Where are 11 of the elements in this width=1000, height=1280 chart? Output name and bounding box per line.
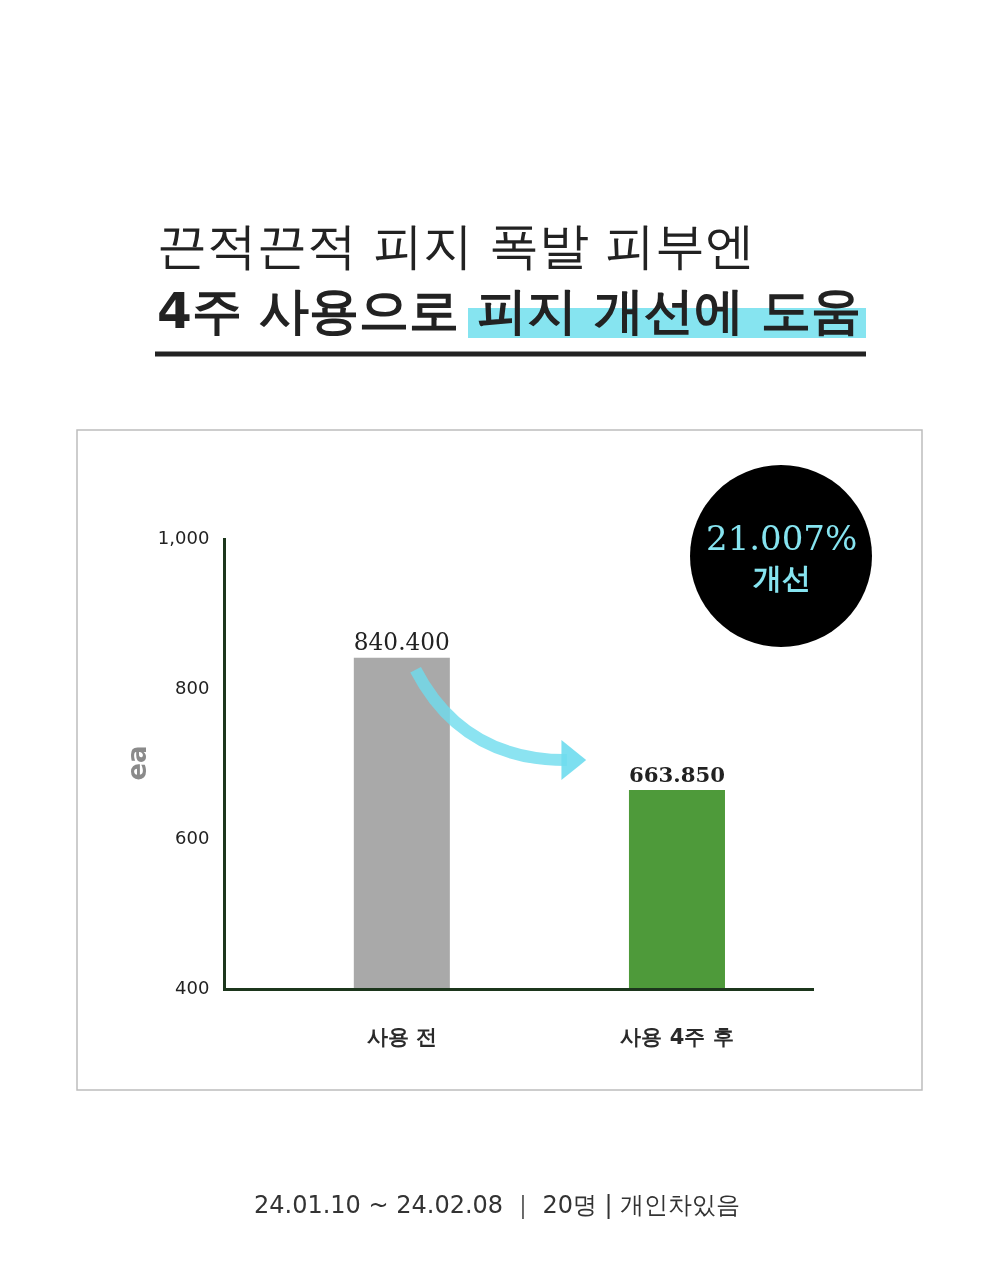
data-label: 840.400 (353, 627, 450, 655)
y-axis-title: ea (122, 745, 153, 781)
text: 24.01.10 ~ 24.02.08 ｜ 20명 | 개인차있음 (254, 1191, 741, 1219)
y-tick-label: 800 (175, 677, 210, 699)
x-tick-label: 사용 전 (366, 1025, 437, 1050)
data-label: 663.850 (628, 762, 725, 788)
y-tick-label: 1,000 (157, 527, 210, 549)
x-tick-label: 사용 4주 후 (620, 1025, 734, 1050)
y-tick-label: 600 (175, 827, 210, 849)
annotation: 21.007% 개선 (706, 518, 858, 595)
y-tick-label: 400 (175, 977, 210, 999)
